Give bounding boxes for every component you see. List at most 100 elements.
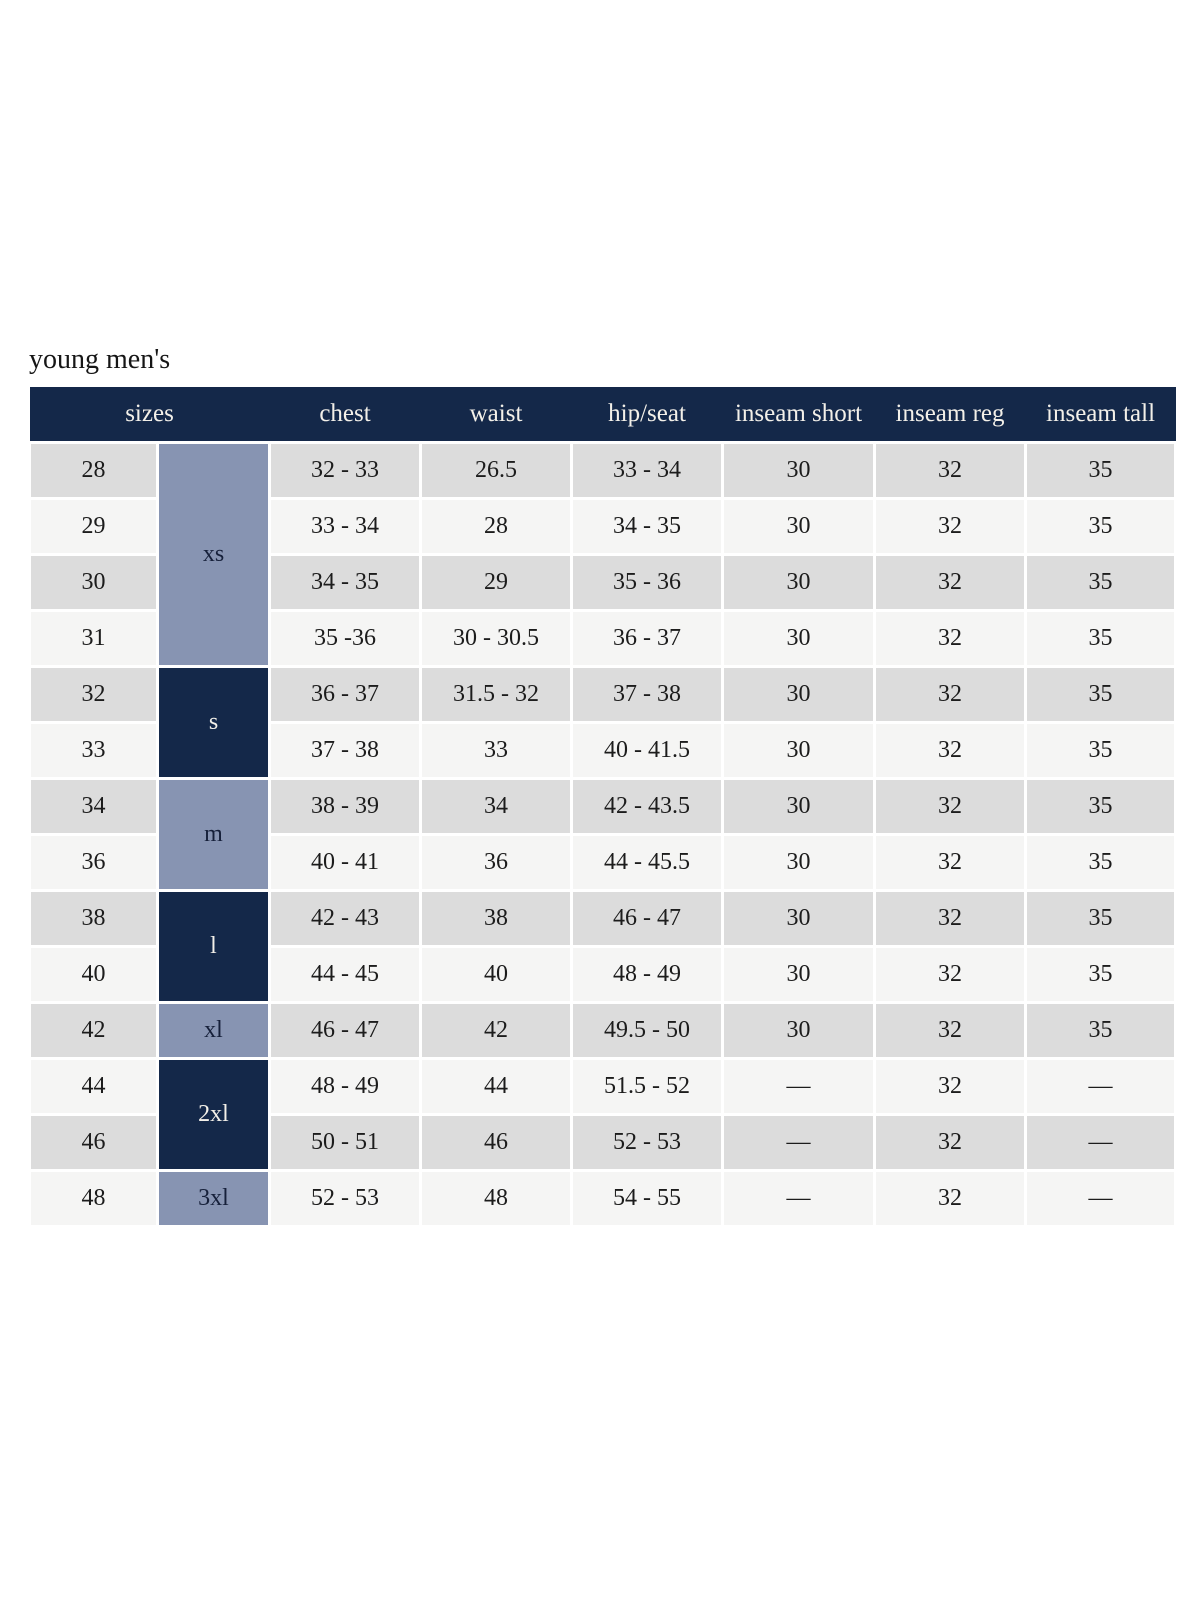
size-number-cell: 28 (28, 441, 159, 500)
waist-cell: 42 (419, 1001, 574, 1060)
inseam-tall-cell: — (1024, 1169, 1178, 1228)
hip-seat-cell: 54 - 55 (570, 1169, 725, 1228)
size-number-cell: 46 (28, 1113, 159, 1172)
inseam-short-cell: 30 (721, 889, 877, 948)
hip-seat-cell: 51.5 - 52 (570, 1057, 725, 1116)
hip-seat-cell: 42 - 43.5 (570, 777, 725, 836)
inseam-reg-cell: 32 (873, 1001, 1028, 1060)
table-row: 48 3xl 52 - 53 48 54 - 55—32— (28, 1169, 1178, 1228)
column-header-inseam-tall: inseam tall (1025, 387, 1176, 443)
table-row: 42 xl 46 - 47 42 49.5 - 50 30 32 35 (28, 1001, 1178, 1060)
chest-cell: 50 - 51 (268, 1113, 423, 1172)
chest-cell: 33 - 34 (268, 497, 423, 556)
inseam-reg-cell: 32 (873, 1113, 1028, 1172)
chest-cell: 48 - 49 (268, 1057, 423, 1116)
waist-cell: 31.5 - 32 (419, 665, 574, 724)
size-number-cell: 34 (28, 777, 159, 836)
table-row: 46 50 - 51 46 52 - 53—32— (28, 1113, 1178, 1172)
size-number-cell: 38 (28, 889, 159, 948)
inseam-tall-cell: 35 (1024, 497, 1178, 556)
waist-cell: 29 (419, 553, 574, 612)
column-header-sizes: sizes (29, 387, 270, 443)
chest-cell: 35 -36 (268, 609, 423, 668)
inseam-short-cell: 30 (721, 665, 877, 724)
inseam-tall-cell: 35 (1024, 833, 1178, 892)
hip-seat-cell: 44 - 45.5 (570, 833, 725, 892)
chest-cell: 38 - 39 (268, 777, 423, 836)
inseam-reg-cell: 32 (873, 497, 1028, 556)
size-number-cell: 30 (28, 553, 159, 612)
page-title: young men's (29, 344, 171, 375)
column-header-hip-seat: hip/seat (571, 387, 723, 443)
size-number-cell: 32 (28, 665, 159, 724)
inseam-reg-cell: 32 (873, 665, 1028, 724)
inseam-short-cell: 30 (721, 497, 877, 556)
chest-cell: 46 - 47 (268, 1001, 423, 1060)
chest-cell: 52 - 53 (268, 1169, 423, 1228)
size-group-cell-s: s (155, 665, 272, 780)
inseam-reg-cell: 32 (873, 553, 1028, 612)
table-row: 32 s 36 - 37 31.5 - 32 37 - 38 30 32 35 (28, 665, 1178, 780)
inseam-tall-cell: — (1024, 1057, 1178, 1116)
table-row: 28 xs 32 - 33 26.5 33 - 34 30 32 35 (28, 441, 1178, 668)
inseam-short-cell: 30 (721, 945, 877, 1004)
hip-seat-cell: 34 - 35 (570, 497, 725, 556)
column-header-inseam-reg: inseam reg (874, 387, 1026, 443)
size-number-cell: 42 (28, 1001, 159, 1060)
hip-seat-cell: 52 - 53 (570, 1113, 725, 1172)
chest-cell: 40 - 41 (268, 833, 423, 892)
waist-cell: 46 (419, 1113, 574, 1172)
inseam-short-cell: — (721, 1057, 877, 1116)
table-row: 44 2xl 48 - 49 44 51.5 - 52—32— (28, 1057, 1178, 1172)
waist-cell: 33 (419, 721, 574, 780)
waist-cell: 30 - 30.5 (419, 609, 574, 668)
table-body: 28 xs 32 - 33 26.5 33 - 34 30 32 35 29 33 - 34 28 3… (28, 441, 1178, 1228)
waist-cell: 40 (419, 945, 574, 1004)
waist-cell: 36 (419, 833, 574, 892)
column-header-chest: chest (269, 387, 421, 443)
hip-seat-cell: 35 - 36 (570, 553, 725, 612)
inseam-reg-cell: 32 (873, 889, 1028, 948)
size-group-cell-2xl: 2xl (155, 1057, 272, 1172)
chest-cell: 37 - 38 (268, 721, 423, 780)
inseam-short-cell: 30 (721, 721, 877, 780)
inseam-short-cell: 30 (721, 553, 877, 612)
inseam-reg-cell: 32 (873, 441, 1028, 500)
inseam-reg-cell: 32 (873, 777, 1028, 836)
size-number-cell: 40 (28, 945, 159, 1004)
size-group-cell-m: m (155, 777, 272, 892)
hip-seat-cell: 46 - 47 (570, 889, 725, 948)
inseam-reg-cell: 32 (873, 945, 1028, 1004)
inseam-short-cell: 30 (721, 777, 877, 836)
size-group-cell-xl: xl (155, 1001, 272, 1060)
inseam-tall-cell: 35 (1024, 609, 1178, 668)
inseam-tall-cell: 35 (1024, 777, 1178, 836)
size-number-cell: 31 (28, 609, 159, 668)
waist-cell: 34 (419, 777, 574, 836)
size-group-cell-xs: xs (155, 441, 272, 668)
size-number-cell: 33 (28, 721, 159, 780)
inseam-short-cell: — (721, 1169, 877, 1228)
inseam-short-cell: — (721, 1113, 877, 1172)
table-row: 34 m 38 - 39 34 42 - 43.5 30 32 35 (28, 777, 1178, 892)
chest-cell: 32 - 33 (268, 441, 423, 500)
table-row: 36 40 - 41 36 44 - 45.5 30 32 35 (28, 833, 1178, 892)
size-number-cell: 36 (28, 833, 159, 892)
hip-seat-cell: 33 - 34 (570, 441, 725, 500)
inseam-reg-cell: 32 (873, 721, 1028, 780)
table-row: 31 35 -36 30 - 30.5 36 - 37 30 32 35 (28, 609, 1178, 668)
header-row: sizes chest waist hip/seat inseam short … (29, 387, 1176, 443)
table-row: 33 37 - 38 33 40 - 41.5 30 32 35 (28, 721, 1178, 780)
table-row: 29 33 - 34 28 34 - 35 30 32 35 (28, 497, 1178, 556)
inseam-short-cell: 30 (721, 833, 877, 892)
table-row: 40 44 - 45 40 48 - 49 30 32 35 (28, 945, 1178, 1004)
size-group-cell-l: l (155, 889, 272, 1004)
hip-seat-cell: 36 - 37 (570, 609, 725, 668)
hip-seat-cell: 48 - 49 (570, 945, 725, 1004)
column-header-inseam-short: inseam short (722, 387, 875, 443)
inseam-short-cell: 30 (721, 1001, 877, 1060)
chest-cell: 44 - 45 (268, 945, 423, 1004)
inseam-tall-cell: 35 (1024, 889, 1178, 948)
table-row: 38 l 42 - 43 38 46 - 47 30 32 35 (28, 889, 1178, 1004)
size-chart-page: young men's sizes chest waist hip/seat i… (28, 344, 1178, 1228)
